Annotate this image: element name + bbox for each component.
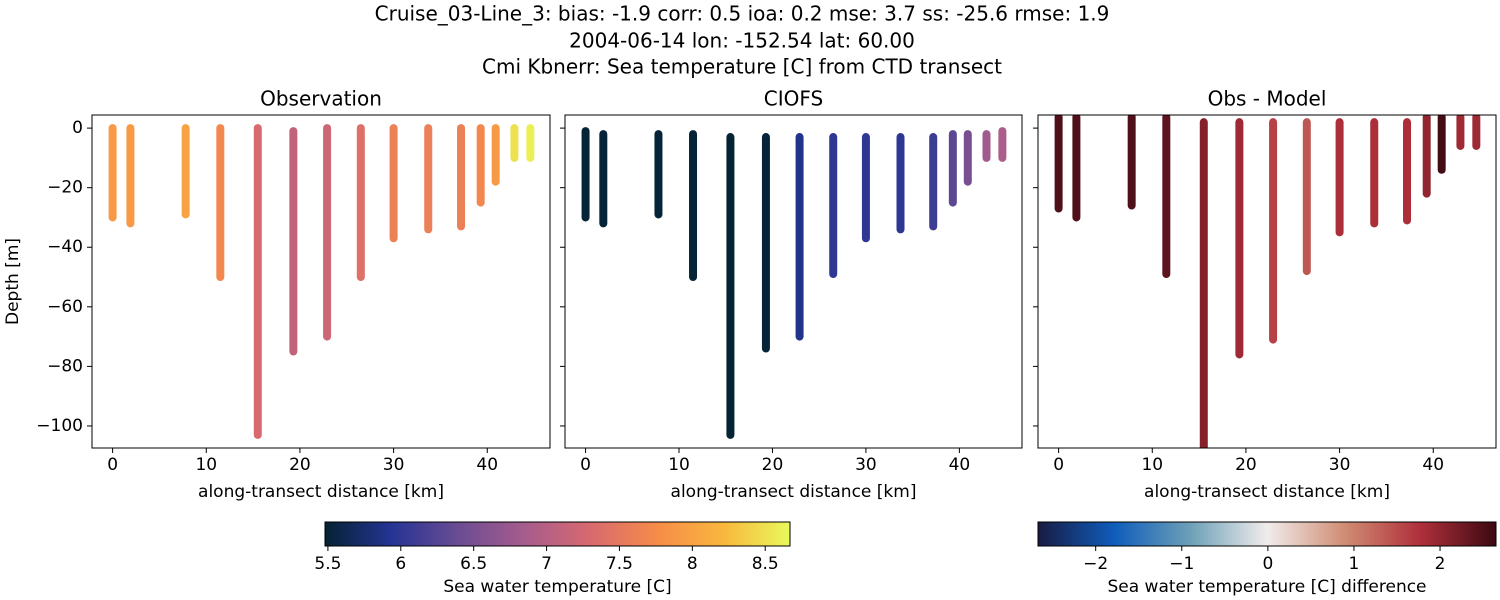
colorbar-tick-label: 8.5 — [752, 554, 779, 574]
y-tick-label: 0 — [72, 118, 83, 138]
y-tick-label: −100 — [36, 416, 83, 436]
colorbar-tick-label: 7 — [541, 554, 552, 574]
y-axis-label: Depth [m] — [3, 238, 23, 325]
x-axis-label: along-transect distance [km] — [198, 482, 444, 502]
x-tick-label: 10 — [668, 455, 690, 475]
colorbar — [324, 521, 791, 547]
x-tick-label: 10 — [1141, 455, 1163, 475]
y-tick-label: −60 — [47, 297, 83, 317]
x-tick-label: 0 — [1053, 455, 1064, 475]
colorbar-tick-label: 5.5 — [314, 554, 341, 574]
suptitle: Cruise_03-Line_3: bias: -1.9 corr: 0.5 i… — [375, 2, 1110, 26]
x-tick-label: 20 — [762, 455, 784, 475]
x-tick-label: 10 — [195, 455, 217, 475]
x-tick-label: 40 — [1422, 455, 1444, 475]
suptitle: Cmi Kbnerr: Sea temperature [C] from CTD… — [482, 55, 1002, 79]
colorbar-tick-label: 2 — [1435, 554, 1446, 574]
y-tick-label: −20 — [47, 178, 83, 198]
colorbar-tick-label: −2 — [1083, 554, 1108, 574]
colorbar-tick-label: 6 — [395, 554, 406, 574]
x-tick-label: 20 — [1235, 455, 1257, 475]
colorbar-tick-label: 8 — [687, 554, 698, 574]
suptitle: 2004-06-14 lon: -152.54 lat: 60.00 — [569, 29, 915, 53]
x-tick-label: 0 — [580, 455, 591, 475]
x-axis-label: along-transect distance [km] — [671, 482, 917, 502]
colorbar-tick-label: 0 — [1262, 554, 1273, 574]
colorbar-tick-label: 6.5 — [460, 554, 487, 574]
axes-frame — [1037, 114, 1497, 449]
colorbar-tick-label: 1 — [1349, 554, 1360, 574]
x-tick-label: 40 — [476, 455, 498, 475]
x-tick-label: 0 — [107, 455, 118, 475]
axes-frame — [91, 114, 551, 449]
x-tick-label: 20 — [289, 455, 311, 475]
x-tick-label: 30 — [383, 455, 405, 475]
colorbar — [1037, 521, 1497, 547]
y-tick-label: −40 — [47, 237, 83, 257]
colorbar-label: Sea water temperature [C] difference — [1107, 577, 1426, 597]
colorbar-label: Sea water temperature [C] — [443, 577, 671, 597]
colorbar-tick-label: −1 — [1169, 554, 1194, 574]
colorbar-tick-label: 7.5 — [606, 554, 633, 574]
x-tick-label: 30 — [855, 455, 877, 475]
x-tick-label: 40 — [949, 455, 971, 475]
panel-title: CIOFS — [764, 87, 823, 111]
x-tick-label: 30 — [1329, 455, 1351, 475]
y-tick-label: −80 — [47, 356, 83, 376]
axes-frame — [564, 114, 1023, 449]
x-axis-label: along-transect distance [km] — [1144, 482, 1390, 502]
panel-title: Observation — [260, 87, 382, 111]
panel-title: Obs - Model — [1208, 87, 1327, 111]
